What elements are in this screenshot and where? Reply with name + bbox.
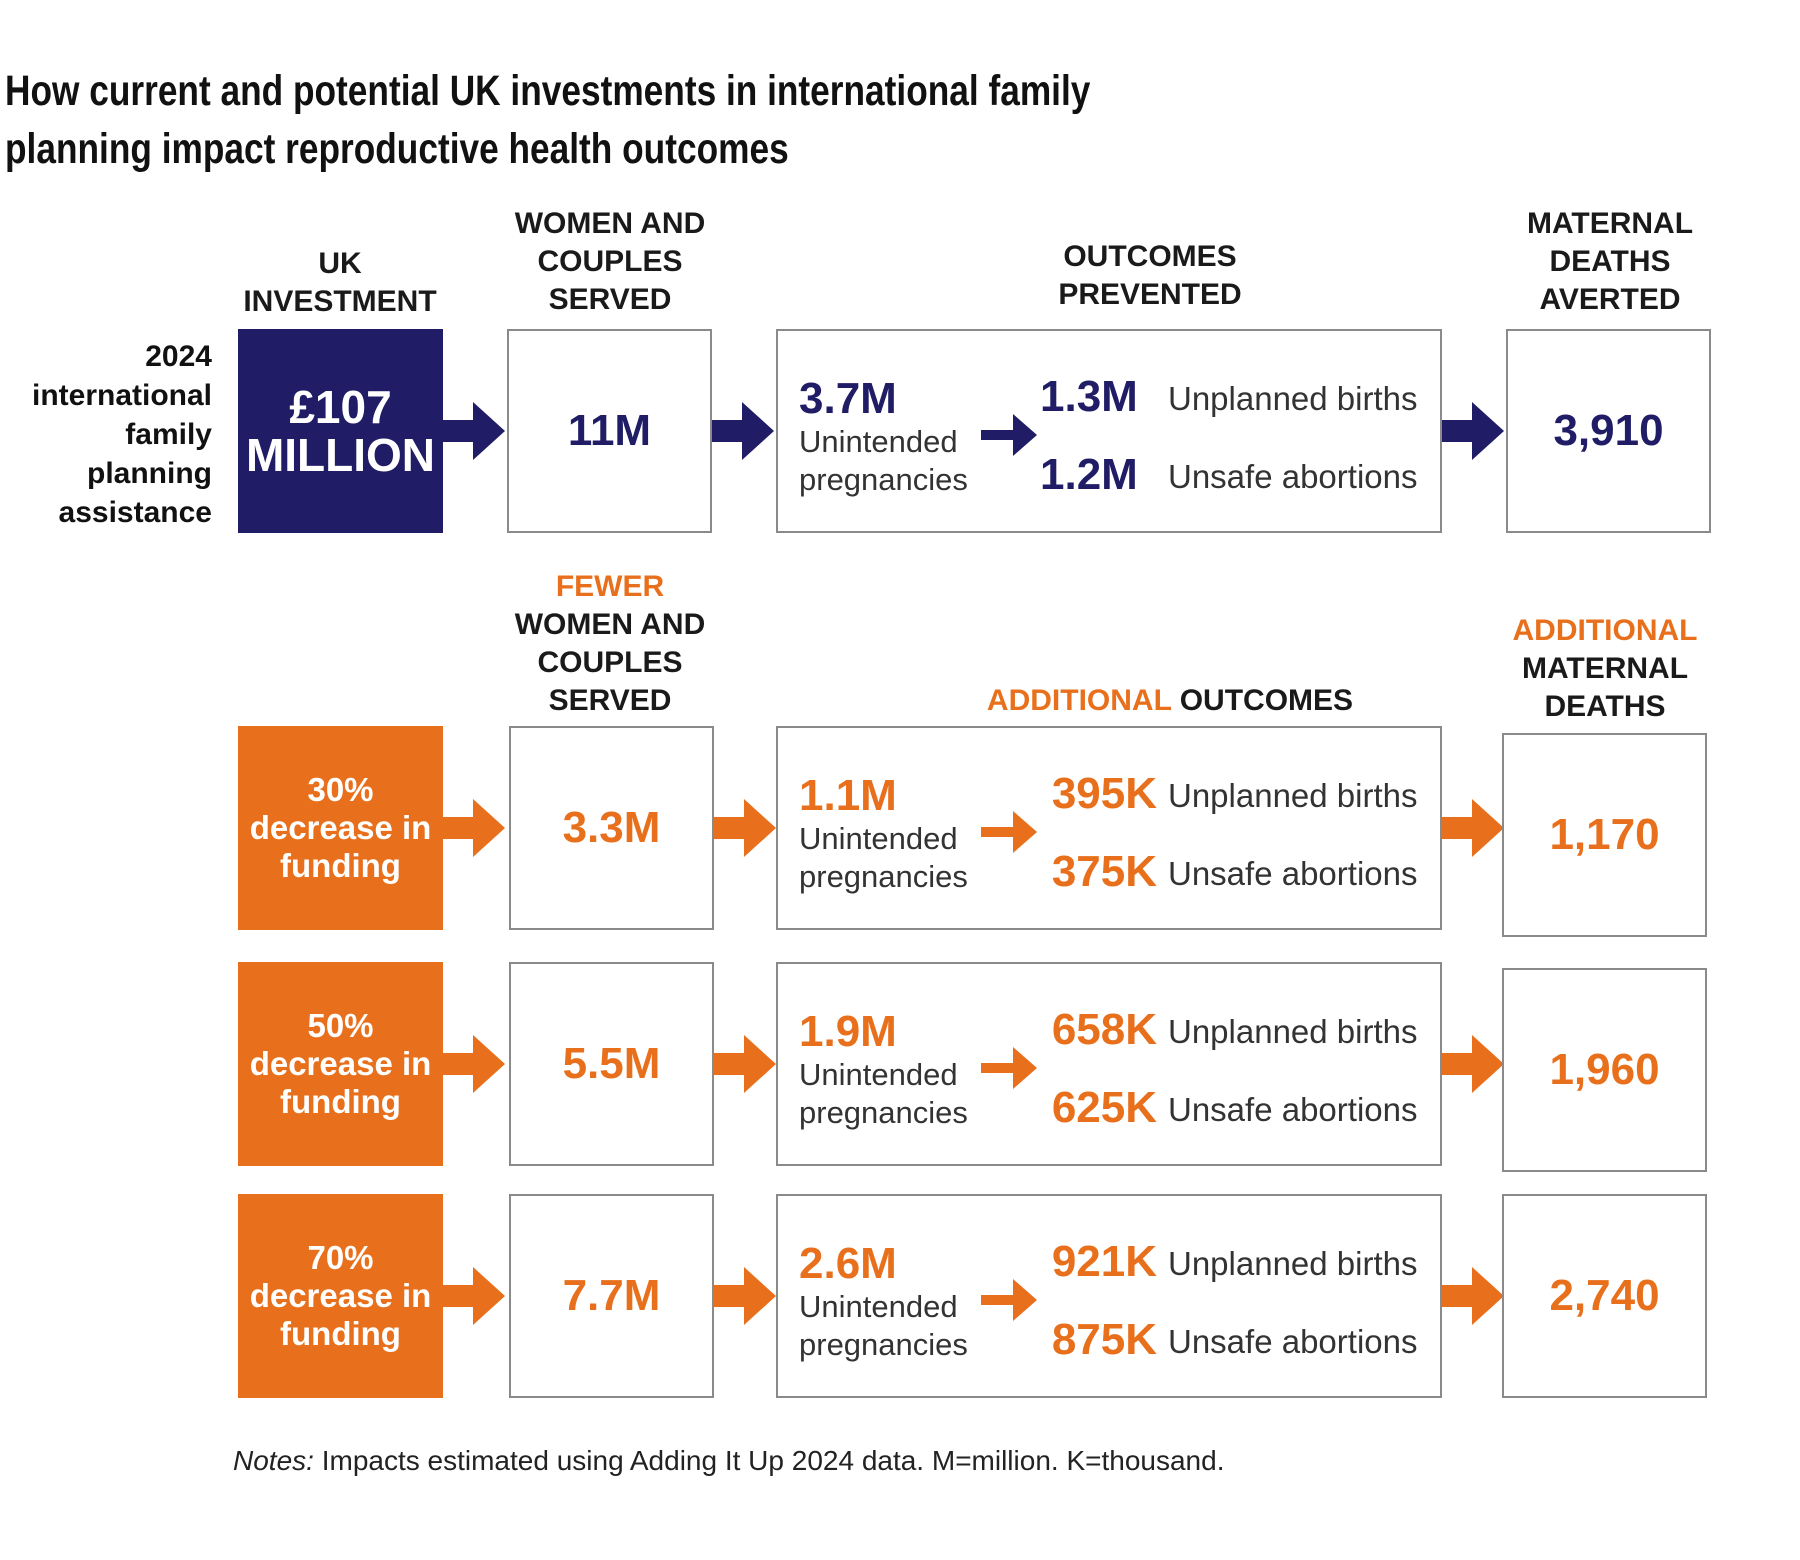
funding-decrease-box: 70% decrease in funding xyxy=(238,1194,443,1398)
arrow-right-icon xyxy=(714,799,776,857)
funding-decrease-box: 50% decrease in funding xyxy=(238,962,443,1166)
row-label-2024: 2024 international family planning assis… xyxy=(31,340,212,529)
additional-deaths-box: 2,740 xyxy=(1502,1194,1707,1398)
abortions-label: Unsafe abortions xyxy=(1168,458,1418,495)
notes-text: Impacts estimated using Adding It Up 202… xyxy=(321,1445,1225,1476)
header-women-served: WOMEN AND COUPLES SERVED xyxy=(514,207,706,316)
deaths-averted-box: 3,910 xyxy=(1506,329,1711,533)
arrow-right-icon xyxy=(981,414,1037,456)
arrow-right-icon xyxy=(714,1035,776,1093)
abortions-value: 625K xyxy=(1051,1083,1157,1132)
arrow-right-icon xyxy=(443,402,505,460)
births-value: 658K xyxy=(1051,1005,1157,1054)
fewer-women-value: 5.5M xyxy=(562,1039,661,1088)
investment-unit: MILLION xyxy=(245,429,436,481)
fewer-women-box: 3.3M xyxy=(509,726,714,930)
header-fewer-accent: FEWER xyxy=(555,570,665,603)
investment-amount: £107 xyxy=(289,381,392,433)
women-served-value: 11M xyxy=(567,406,652,455)
unintended-value: 1.9M xyxy=(799,1007,897,1056)
unintended-label: Unintended pregnancies xyxy=(799,1057,968,1130)
additional-deaths-box: 1,960 xyxy=(1502,968,1707,1172)
fewer-women-value: 3.3M xyxy=(562,803,661,852)
arrow-right-icon xyxy=(1442,799,1504,857)
arrow-right-icon xyxy=(443,799,505,857)
births-value: 395K xyxy=(1051,769,1157,818)
births-label: Unplanned births xyxy=(1168,1013,1418,1050)
unintended-label: Unintended pregnancies xyxy=(799,1289,968,1362)
arrow-right-icon xyxy=(712,402,774,460)
decrease-label: decrease in funding xyxy=(249,809,432,884)
additional-deaths-value: 1,960 xyxy=(1549,1045,1660,1094)
notes: Notes: Impacts estimated using Adding It… xyxy=(233,1445,1224,1477)
abortions-label: Unsafe abortions xyxy=(1168,1323,1418,1360)
decrease-percent: 50% xyxy=(307,1007,374,1044)
header-additional-outcomes: ADDITIONAL OUTCOMES xyxy=(900,682,1440,720)
header-additional-deaths: ADDITIONAL MATERNAL DEATHS xyxy=(1490,612,1720,726)
header-add-outcomes-accent: ADDITIONAL xyxy=(986,684,1172,717)
abortions-value: 875K xyxy=(1051,1315,1157,1364)
births-label: Unplanned births xyxy=(1168,380,1418,417)
abortions-value: 1.2M xyxy=(1040,450,1138,499)
additional-outcomes-box: 2.6M Unintended pregnancies 921K Unplann… xyxy=(776,1194,1442,1398)
unintended-label: Unintended pregnancies xyxy=(799,424,968,497)
additional-deaths-box: 1,170 xyxy=(1502,733,1707,937)
additional-outcomes-box: 1.1M Unintended pregnancies 395K Unplann… xyxy=(776,726,1442,930)
notes-label: Notes: xyxy=(233,1445,314,1476)
header-fewer-rest: WOMEN AND COUPLES SERVED xyxy=(514,608,706,717)
arrow-right-icon xyxy=(1442,402,1504,460)
fewer-women-box: 5.5M xyxy=(509,962,714,1166)
arrow-right-icon xyxy=(981,1279,1037,1321)
arrow-right-icon xyxy=(981,1047,1037,1089)
births-label: Unplanned births xyxy=(1168,1245,1418,1282)
fewer-women-box: 7.7M xyxy=(509,1194,714,1398)
header-fewer-women: FEWER WOMEN AND COUPLES SERVED xyxy=(490,568,730,720)
decrease-label: decrease in funding xyxy=(249,1277,432,1352)
abortions-value: 375K xyxy=(1051,847,1157,896)
decrease-percent: 30% xyxy=(307,771,374,808)
unintended-value: 1.1M xyxy=(799,771,897,820)
births-value: 1.3M xyxy=(1040,372,1138,421)
abortions-label: Unsafe abortions xyxy=(1168,855,1418,892)
fewer-women-value: 7.7M xyxy=(562,1271,661,1320)
header-add-deaths-accent: ADDITIONAL xyxy=(1512,614,1698,647)
births-value: 921K xyxy=(1051,1237,1157,1286)
arrow-right-icon xyxy=(714,1267,776,1325)
arrow-right-icon xyxy=(981,811,1037,853)
births-label: Unplanned births xyxy=(1168,777,1418,814)
arrow-right-icon xyxy=(443,1267,505,1325)
additional-deaths-value: 2,740 xyxy=(1549,1271,1660,1320)
deaths-averted-value: 3,910 xyxy=(1553,406,1664,455)
women-served-box: 11M xyxy=(507,329,712,533)
additional-outcomes-box: 1.9M Unintended pregnancies 658K Unplann… xyxy=(776,962,1442,1166)
abortions-label: Unsafe abortions xyxy=(1168,1091,1418,1128)
arrow-right-icon xyxy=(443,1035,505,1093)
decrease-percent: 70% xyxy=(307,1239,374,1276)
investment-box: £107 MILLION xyxy=(238,329,443,533)
decrease-label: decrease in funding xyxy=(249,1045,432,1120)
unintended-label: Unintended pregnancies xyxy=(799,821,968,894)
outcomes-box: 3.7M Unintended pregnancies 1.3M Unplann… xyxy=(776,329,1442,533)
page-title: How current and potential UK investments… xyxy=(5,67,1091,173)
header-add-deaths-rest: MATERNAL DEATHS xyxy=(1521,652,1689,723)
unintended-value: 2.6M xyxy=(799,1239,897,1288)
header-add-outcomes-rest: OUTCOMES xyxy=(1179,684,1354,717)
funding-decrease-box: 30% decrease in funding xyxy=(238,726,443,930)
header-uk-investment: UK INVESTMENT xyxy=(243,247,437,318)
header-outcomes-prevented: OUTCOMES PREVENTED xyxy=(1058,240,1242,311)
arrow-right-icon xyxy=(1442,1035,1504,1093)
header-deaths-averted: MATERNAL DEATHS AVERTED xyxy=(1526,207,1694,316)
additional-deaths-value: 1,170 xyxy=(1549,810,1660,859)
unintended-value: 3.7M xyxy=(799,374,897,423)
arrow-right-icon xyxy=(1442,1267,1504,1325)
